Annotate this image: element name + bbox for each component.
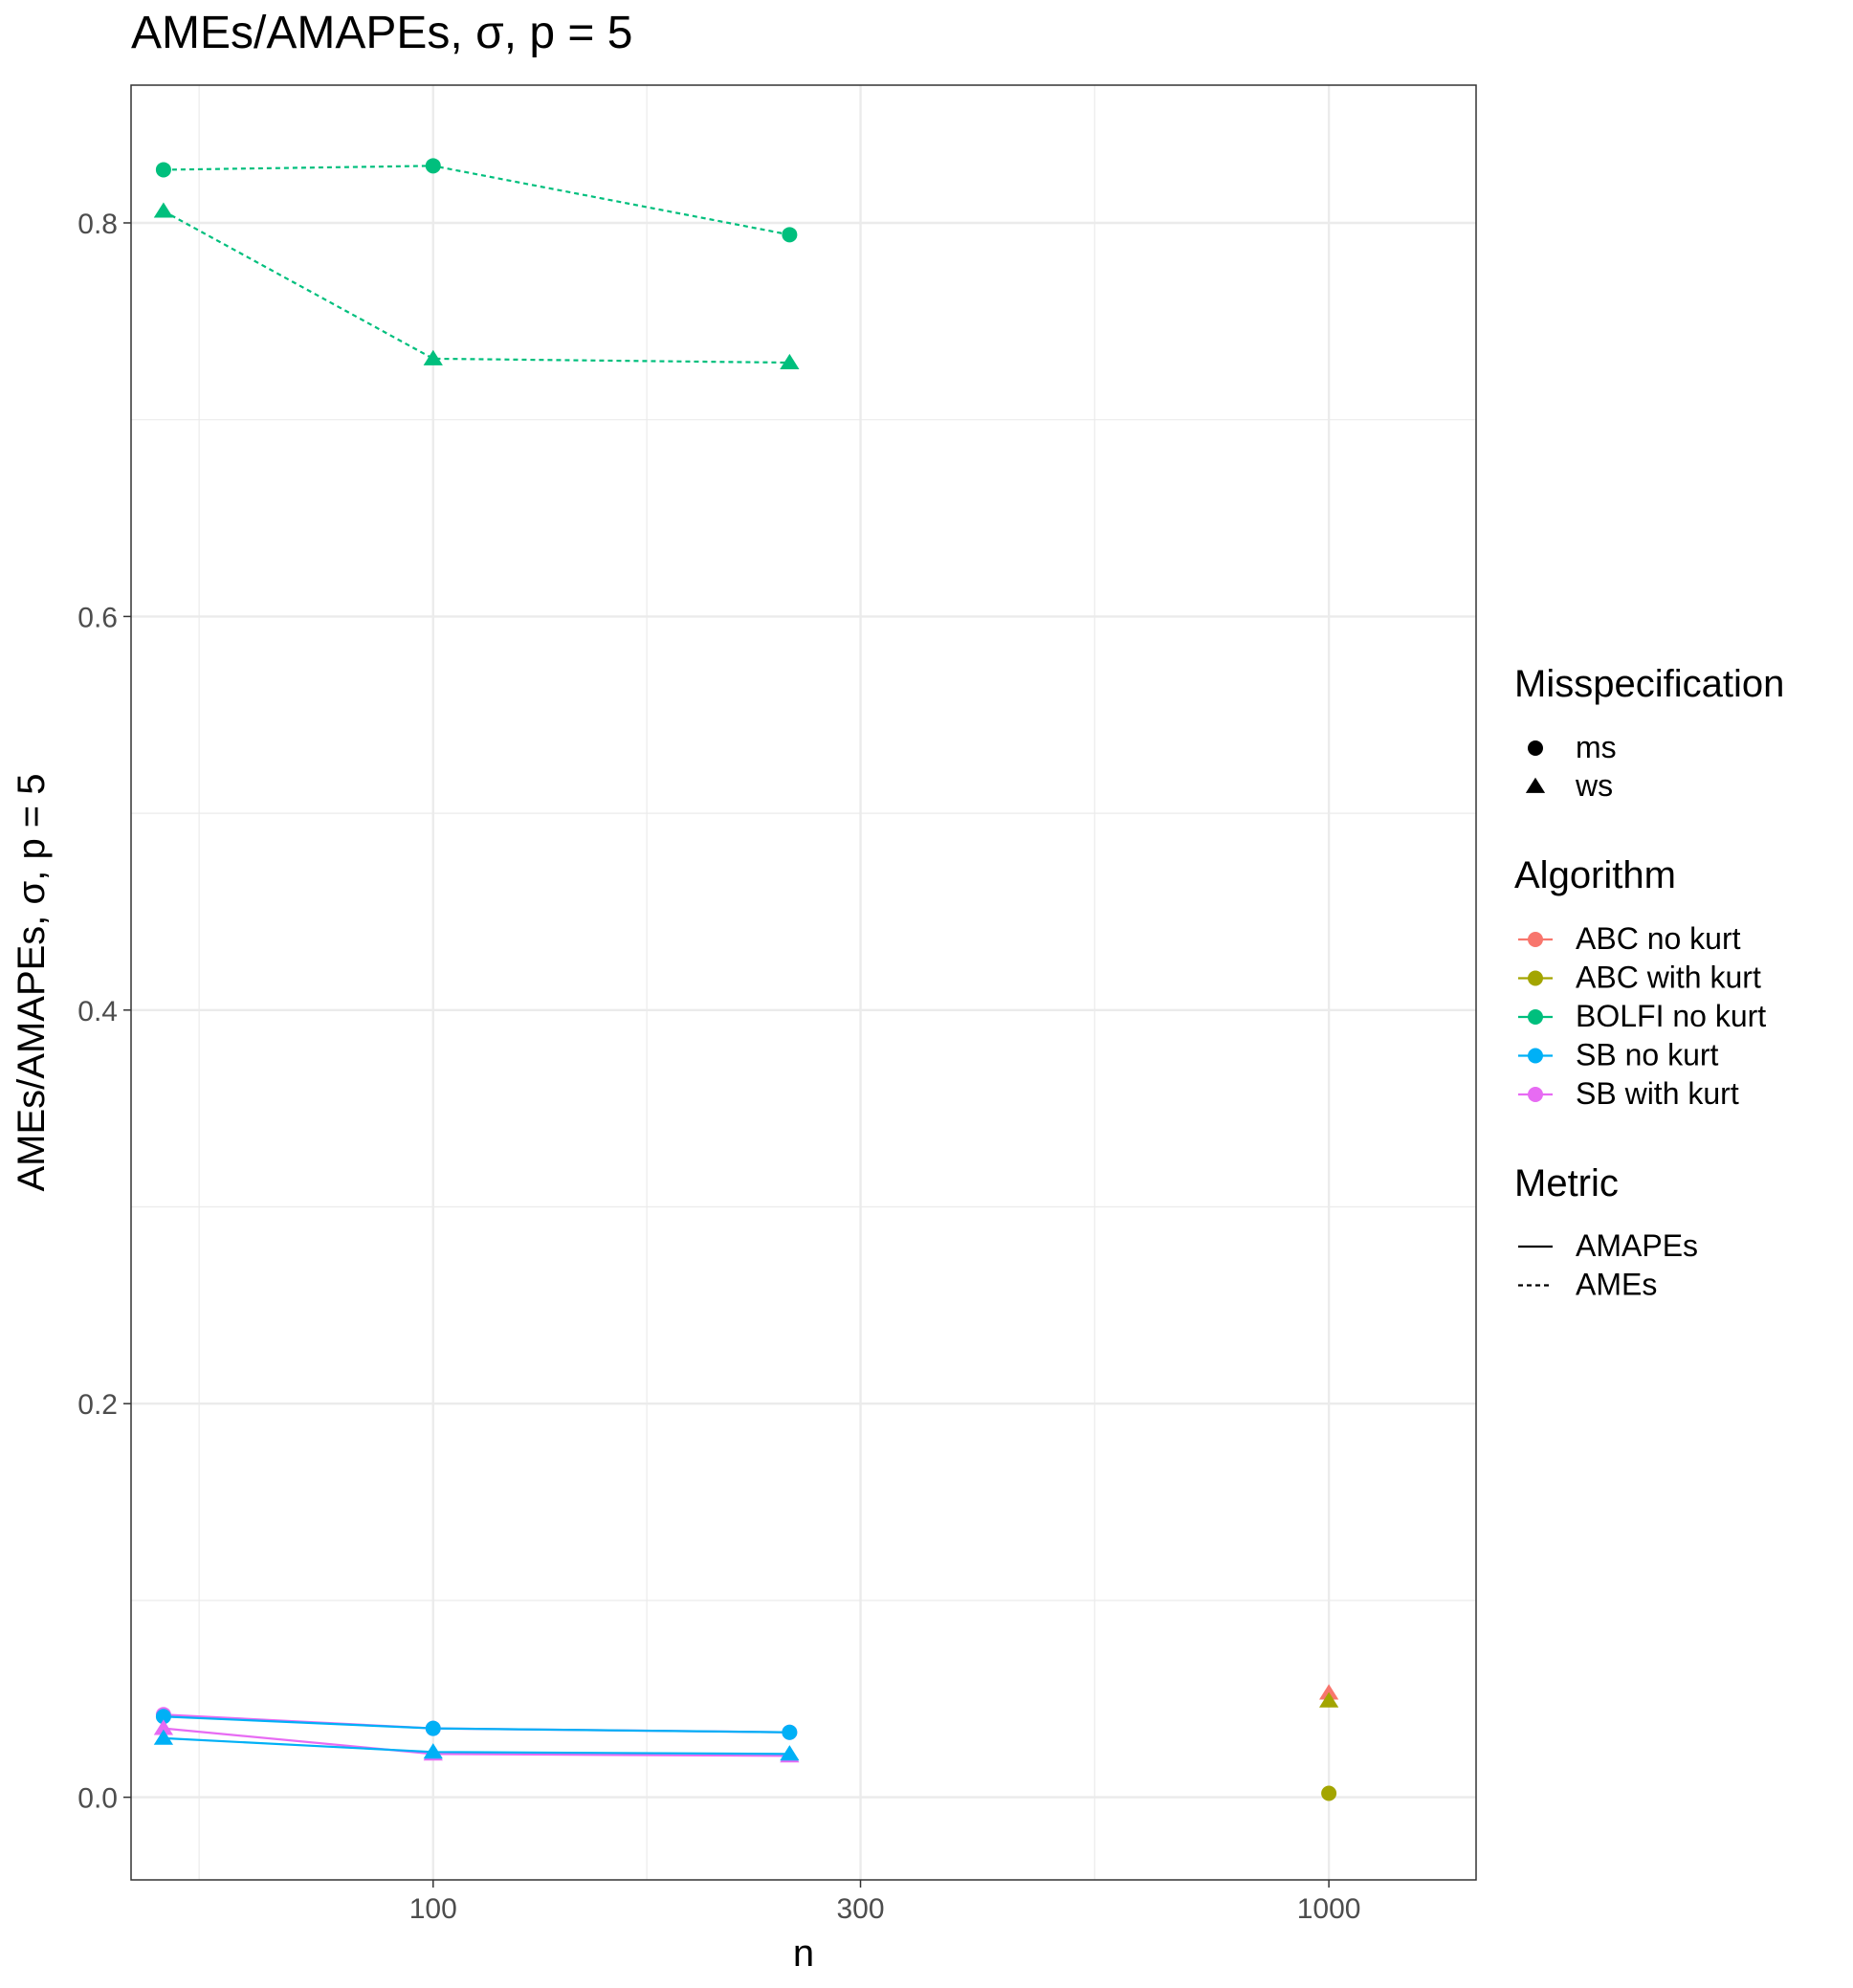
data-point xyxy=(153,1729,174,1745)
data-point xyxy=(1318,1691,1339,1708)
legend-label-algorithm: BOLFI no kurt xyxy=(1576,999,1766,1033)
y-tick-label: 0.4 xyxy=(77,996,118,1027)
legend-key-point xyxy=(1528,1087,1543,1102)
x-tick-label: 300 xyxy=(836,1893,884,1925)
data-point xyxy=(425,1720,441,1736)
legend-title-algorithm: Algorithm xyxy=(1514,854,1676,896)
y-tick-label: 0.8 xyxy=(77,209,118,240)
data-point xyxy=(780,353,800,369)
legend-label-algorithm: ABC no kurt xyxy=(1576,921,1741,956)
y-tick-label: 0.2 xyxy=(77,1389,118,1421)
legend-title-metric: Metric xyxy=(1514,1162,1619,1204)
data-point xyxy=(155,1709,171,1725)
data-point xyxy=(423,349,443,365)
data-point xyxy=(153,1719,174,1735)
legend-label-ws: ws xyxy=(1575,768,1613,803)
legend-label-algorithm: ABC with kurt xyxy=(1576,961,1761,995)
data-point xyxy=(153,202,174,218)
grid xyxy=(131,85,1476,1880)
x-axis-label: n xyxy=(793,1933,814,1975)
data-point xyxy=(780,1745,800,1761)
y-tick-label: 0.0 xyxy=(77,1783,118,1815)
plot-panel-border xyxy=(130,84,1477,1881)
legend-label-algorithm: SB no kurt xyxy=(1576,1038,1719,1072)
chart-title: AMEs/AMAPEs, σ, p = 5 xyxy=(131,8,632,58)
legend-key-point xyxy=(1528,970,1543,986)
legend-key-point xyxy=(1528,1048,1543,1064)
legend-key-point xyxy=(1528,932,1543,947)
x-tick-label: 1000 xyxy=(1297,1893,1361,1925)
y-axis-label: AMEs/AMAPEs, σ, p = 5 xyxy=(11,773,53,1191)
legend-key-point xyxy=(1528,1009,1543,1025)
legend: Misspecification ms ws Algorithm ABC no kurt… xyxy=(1514,663,1784,1302)
data-point xyxy=(782,1724,798,1740)
legend-key-ws xyxy=(1525,777,1546,793)
data-point xyxy=(155,162,171,178)
y-tick-label: 0.6 xyxy=(77,602,118,633)
legend-label-metric: AMEs xyxy=(1576,1268,1657,1302)
data-point xyxy=(423,1743,443,1759)
legend-label-metric: AMAPEs xyxy=(1576,1228,1698,1263)
legend-key-ms xyxy=(1528,740,1543,756)
data-point xyxy=(425,158,441,174)
data-point xyxy=(1321,1785,1337,1801)
data-point xyxy=(1318,1684,1339,1700)
legend-label-algorithm: SB with kurt xyxy=(1576,1076,1739,1111)
x-tick-label: 100 xyxy=(409,1893,457,1925)
legend-label-ms: ms xyxy=(1576,730,1617,764)
series-points xyxy=(153,158,1339,1801)
legend-title-misspecification: Misspecification xyxy=(1514,663,1784,705)
series-line xyxy=(163,210,790,364)
data-point xyxy=(782,227,798,243)
axes: 0.0 0.2 0.4 0.6 0.8 100 300 1000 xyxy=(77,209,1360,1925)
